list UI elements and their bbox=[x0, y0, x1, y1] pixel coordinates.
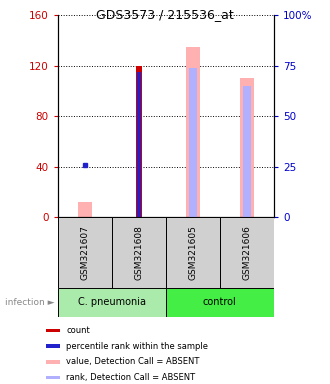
Bar bbox=[46, 344, 60, 348]
Bar bbox=[243, 86, 251, 217]
Bar bbox=[112, 217, 166, 288]
Bar bbox=[166, 217, 220, 288]
Bar bbox=[58, 217, 112, 288]
Bar bbox=[220, 217, 274, 288]
Text: infection ►: infection ► bbox=[5, 298, 54, 307]
Text: value, Detection Call = ABSENT: value, Detection Call = ABSENT bbox=[66, 357, 200, 366]
Text: GSM321607: GSM321607 bbox=[80, 225, 89, 280]
Bar bbox=[186, 47, 200, 217]
Bar bbox=[46, 329, 60, 332]
Bar bbox=[137, 72, 141, 217]
Text: GDS3573 / 215536_at: GDS3573 / 215536_at bbox=[96, 8, 234, 22]
Bar bbox=[136, 66, 142, 217]
Text: count: count bbox=[66, 326, 90, 335]
Text: GSM321606: GSM321606 bbox=[242, 225, 251, 280]
Bar bbox=[240, 78, 254, 217]
Bar bbox=[46, 360, 60, 364]
Bar bbox=[58, 288, 166, 317]
Bar bbox=[166, 288, 274, 317]
Bar bbox=[46, 376, 60, 379]
Text: control: control bbox=[203, 297, 237, 308]
Text: GSM321608: GSM321608 bbox=[134, 225, 143, 280]
Bar bbox=[78, 202, 91, 217]
Text: C. pneumonia: C. pneumonia bbox=[78, 297, 146, 308]
Text: percentile rank within the sample: percentile rank within the sample bbox=[66, 342, 208, 351]
Bar bbox=[189, 68, 197, 217]
Text: GSM321605: GSM321605 bbox=[188, 225, 197, 280]
Text: rank, Detection Call = ABSENT: rank, Detection Call = ABSENT bbox=[66, 373, 195, 382]
